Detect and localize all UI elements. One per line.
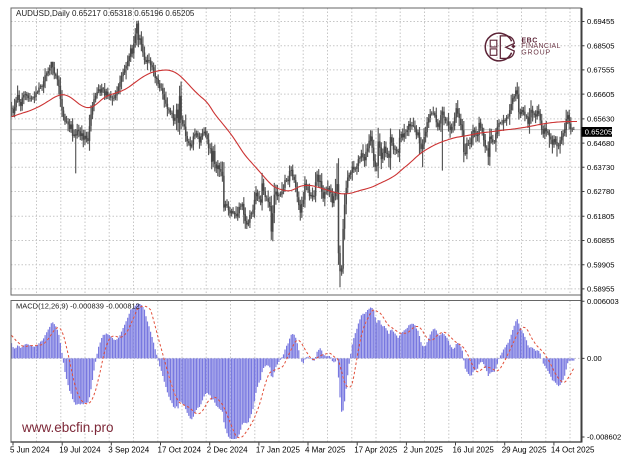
svg-text:16 Jul 2025: 16 Jul 2025 xyxy=(453,446,495,455)
svg-text:0.64680: 0.64680 xyxy=(587,139,614,148)
svg-text:3 Sep 2024: 3 Sep 2024 xyxy=(108,446,149,455)
svg-text:5 Jun 2024: 5 Jun 2024 xyxy=(10,446,50,455)
svg-text:0.68505: 0.68505 xyxy=(587,41,614,50)
svg-text:0.60855: 0.60855 xyxy=(587,236,614,245)
svg-text:0.69455: 0.69455 xyxy=(587,17,614,26)
svg-text:0.58955: 0.58955 xyxy=(587,285,614,294)
svg-text:0.00: 0.00 xyxy=(587,354,602,363)
svg-text:0.63730: 0.63730 xyxy=(587,163,614,172)
svg-text:4 Mar 2025: 4 Mar 2025 xyxy=(305,446,346,455)
svg-text:2 Dec 2024: 2 Dec 2024 xyxy=(207,446,248,455)
svg-text:FINANCIAL: FINANCIAL xyxy=(521,43,560,50)
svg-text:14 Oct 2025: 14 Oct 2025 xyxy=(551,446,595,455)
svg-text:29 Aug 2025: 29 Aug 2025 xyxy=(502,446,547,455)
svg-text:www.ebcfin.pro: www.ebcfin.pro xyxy=(21,420,114,435)
svg-text:GROUP: GROUP xyxy=(521,50,551,57)
svg-text:-0.008602: -0.008602 xyxy=(587,433,621,442)
svg-text:AUDUSD,Daily 0.65217 0.65318: AUDUSD,Daily 0.65217 0.65318 0.65196 0.6… xyxy=(16,9,195,18)
svg-text:17 Jan 2025: 17 Jan 2025 xyxy=(256,446,301,455)
svg-text:19 Jul 2024: 19 Jul 2024 xyxy=(59,446,101,455)
svg-text:17 Oct 2024: 17 Oct 2024 xyxy=(158,446,202,455)
svg-text:17 Apr 2025: 17 Apr 2025 xyxy=(354,446,398,455)
svg-text:0.65630: 0.65630 xyxy=(587,115,614,124)
svg-text:0.65205: 0.65205 xyxy=(585,128,612,137)
svg-text:0.006003: 0.006003 xyxy=(587,297,619,306)
svg-text:0.61805: 0.61805 xyxy=(587,212,614,221)
svg-text:0.62780: 0.62780 xyxy=(587,187,614,196)
svg-text:0.59905: 0.59905 xyxy=(587,260,614,269)
svg-text:0.66605: 0.66605 xyxy=(587,90,614,99)
svg-text:MACD(12,26,9) -0.000839 -0.000: MACD(12,26,9) -0.000839 -0.000812 xyxy=(16,302,140,311)
svg-text:EBC: EBC xyxy=(522,37,538,44)
svg-text:0.67555: 0.67555 xyxy=(587,66,614,75)
svg-text:2 Jun 2025: 2 Jun 2025 xyxy=(403,446,443,455)
